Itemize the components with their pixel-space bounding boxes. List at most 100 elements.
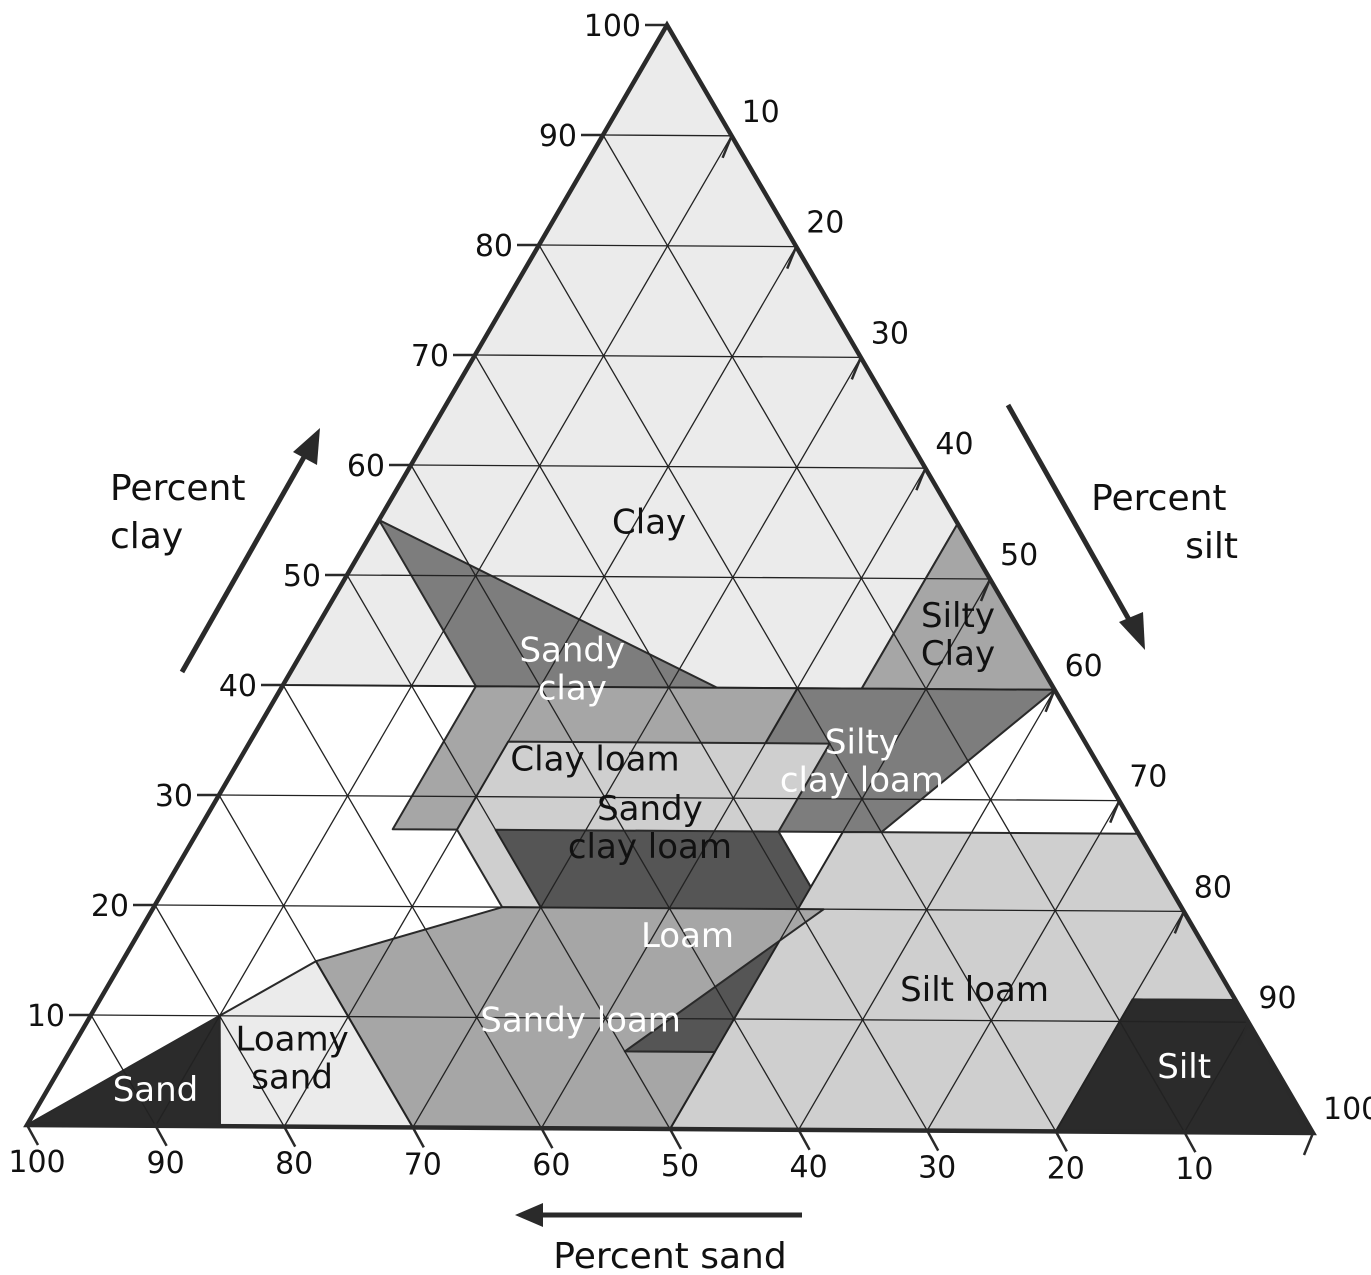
grid-sand-80 <box>154 904 285 1127</box>
grid-sand-70 <box>218 794 414 1128</box>
sand-tick-label-50: 50 <box>661 1149 699 1184</box>
region-label-clay-loam-line-1: Clay loam <box>510 740 679 780</box>
clay-tick-label-90: 90 <box>539 119 577 154</box>
region-label-clay-line-1: Clay <box>612 503 686 543</box>
grid-clay-80 <box>538 244 797 248</box>
grid-silt-80 <box>1055 911 1185 1132</box>
silt-tick-70 <box>1109 800 1121 824</box>
sand-tick-80 <box>283 1125 297 1148</box>
silt-tick-20 <box>786 246 798 270</box>
region-label-sandy-clay-line-2: clay <box>538 668 607 708</box>
region-label-loam: Loam <box>641 916 734 956</box>
region-label-sandy-clay-line-1: Sandy <box>519 630 625 670</box>
sand-tick-10 <box>1183 1131 1197 1153</box>
grid-clay-30 <box>218 794 1120 802</box>
grid-clay-50 <box>346 574 991 580</box>
sand-tick-label-90: 90 <box>147 1146 185 1181</box>
grid-clay-60 <box>410 464 926 469</box>
sand-tick-label-10: 10 <box>1175 1152 1213 1187</box>
clay-tick-label-20: 20 <box>91 889 129 924</box>
grid-silt-30 <box>412 357 862 1128</box>
clay-tick-label-40: 40 <box>219 669 257 704</box>
clay-tick-label-80: 80 <box>475 229 513 264</box>
region-label-silty-clay-loam: Silty clay loam <box>780 722 944 800</box>
silt-tick-label-100: 100 <box>1323 1092 1371 1127</box>
grid-lines <box>90 134 1249 1133</box>
clay-axis-title-line-1: Percent <box>110 468 245 509</box>
grid-clay-90 <box>602 134 732 137</box>
silt-tick-label-20: 20 <box>806 206 844 241</box>
sand-tick-label-20: 20 <box>1047 1151 1085 1186</box>
grid-sand-10 <box>602 134 1185 1133</box>
sand-tick-label-80: 80 <box>275 1147 313 1182</box>
region-label-sandy-clay-loam-line-2: clay loam <box>568 827 732 867</box>
sand-tick-90 <box>154 1125 168 1147</box>
silt-axis-title: Percent silt <box>1091 478 1238 567</box>
grid-sand-30 <box>474 354 928 1131</box>
region-label-sandy-clay-loam: Sandy clay loam <box>568 789 732 867</box>
sand-direction-arrow <box>515 1203 802 1227</box>
silt-tick-label-10: 10 <box>742 95 780 130</box>
silt-direction-arrow <box>1005 403 1145 650</box>
sand-tick-label-40: 40 <box>790 1150 828 1185</box>
region-label-sandy-loam-line-1: Sandy loam <box>480 1001 681 1041</box>
region-label-loamy-sand: Loamy sand <box>235 1020 348 1098</box>
silt-tick-label-90: 90 <box>1258 981 1296 1016</box>
silt-axis-title-line-1: Percent <box>1091 478 1226 519</box>
sand-tick-label-100: 100 <box>8 1145 65 1180</box>
silt-tick-100 <box>1302 1132 1315 1156</box>
clay-tick-label-50: 50 <box>283 559 321 594</box>
sand-tick-label-70: 70 <box>404 1147 442 1182</box>
region-label-silty-clay-line-1: Silty <box>921 596 995 636</box>
region-label-silt-line-1: Silt <box>1157 1047 1211 1087</box>
sand-axis-title: Percent sand <box>553 1236 786 1275</box>
clay-direction-arrow <box>179 428 320 674</box>
silt-tick-label-30: 30 <box>871 316 909 351</box>
silt-tick-90 <box>1238 1021 1250 1045</box>
sand-tick-30 <box>926 1129 940 1152</box>
region-label-clay-loam: Clay loam <box>510 740 679 780</box>
sand-tick-label-30: 30 <box>918 1151 956 1186</box>
sand-tick-50 <box>668 1128 683 1150</box>
sand-tick-60 <box>540 1127 554 1149</box>
grid-sand-50 <box>346 574 671 1130</box>
silt-tick-10 <box>721 135 733 159</box>
grid-silt-60 <box>798 689 1056 1131</box>
region-label-loamy-sand-line-2: sand <box>251 1058 333 1098</box>
silt-tick-40 <box>915 467 927 491</box>
region-label-sandy-loam: Sandy loam <box>480 1001 681 1041</box>
silt-tick-80 <box>1173 910 1185 934</box>
clay-axis-title-line-2: clay <box>110 516 183 557</box>
silt-tick-label-50: 50 <box>1000 538 1038 573</box>
silt-tick-label-40: 40 <box>935 427 973 462</box>
region-label-silty-clay-loam-line-2: clay loam <box>780 760 944 800</box>
region-label-silty-clay-line-2: Clay <box>921 634 995 674</box>
axis-ticks: 10 20 30 40 50 60 70 80 90 100 10 20 30 40 50 60 70 80 90 1… <box>8 9 1371 1187</box>
silt-tick-label-80: 80 <box>1194 870 1232 905</box>
sand-tick-20 <box>1054 1130 1068 1153</box>
silt-tick-50 <box>979 578 992 602</box>
region-label-silty-clay: Silty Clay <box>921 596 995 674</box>
region-label-sandy-clay-loam-line-1: Sandy <box>597 789 703 829</box>
silt-tick-30 <box>850 356 862 380</box>
silt-tick-label-60: 60 <box>1065 649 1103 684</box>
sand-tick-100 <box>25 1124 40 1146</box>
region-label-loam-line-1: Loam <box>641 916 734 956</box>
clay-tick-label-70: 70 <box>411 339 449 374</box>
clay-tick-label-100: 100 <box>584 9 641 44</box>
clay-tick-label-60: 60 <box>347 449 385 484</box>
clay-axis-title: Percent clay <box>110 468 257 557</box>
grid-silt-50 <box>669 578 991 1130</box>
region-label-sand: Sand <box>113 1070 199 1110</box>
sand-tick-label-60: 60 <box>532 1148 570 1183</box>
region-label-sand-line-1: Sand <box>113 1070 199 1110</box>
region-label-sandy-clay: Sandy clay <box>519 630 625 708</box>
region-label-silt-loam: Silt loam <box>900 970 1049 1010</box>
region-label-silty-clay-loam-line-1: Silty <box>825 722 899 762</box>
texture-regions <box>26 24 1314 1134</box>
grid-clay-70 <box>474 354 861 359</box>
clay-tick-label-30: 30 <box>155 779 193 814</box>
grid-sand-60 <box>282 684 542 1129</box>
